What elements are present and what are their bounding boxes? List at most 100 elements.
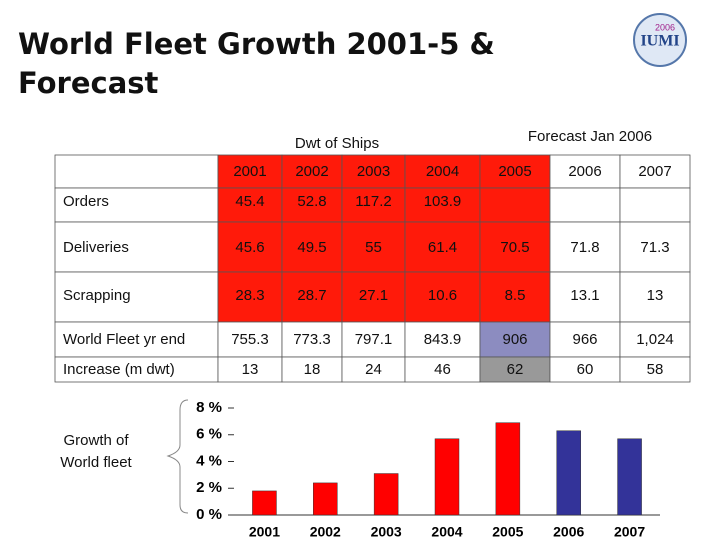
chart-label: World fleet: [60, 454, 132, 471]
row-label: World Fleet yr end: [63, 331, 185, 348]
row-label: Increase (m dwt): [63, 361, 175, 378]
table-cell: [479, 187, 551, 223]
table-value: 10.6: [428, 287, 457, 304]
table-value: 52.8: [297, 193, 326, 210]
table-cell: [404, 271, 481, 323]
table-value: 45.4: [235, 193, 264, 210]
table-cell: [217, 271, 283, 323]
table-cell: [54, 356, 219, 383]
logo-name: IUMI: [640, 33, 679, 50]
table-value: 46: [434, 361, 451, 378]
y-tick-label: 4 %: [196, 452, 222, 469]
table-cell: [619, 271, 691, 323]
table-cell: [549, 356, 621, 383]
table-cell: [404, 187, 481, 223]
table-value: 906: [502, 331, 527, 348]
table-value: 13: [647, 287, 664, 304]
x-tick-label: 2007: [614, 524, 645, 540]
table-cell: [281, 356, 343, 383]
table-value: 1,024: [636, 331, 674, 348]
y-tick-label: 6 %: [196, 426, 222, 443]
table-value: 797.1: [355, 331, 393, 348]
table-cell: [281, 221, 343, 273]
bar: [313, 482, 338, 516]
table-value: 773.3: [293, 331, 331, 348]
title-line: Forecast: [18, 66, 159, 100]
table-value: 71.8: [570, 239, 599, 256]
table-cell: [281, 321, 343, 358]
table-value: 755.3: [231, 331, 269, 348]
table-cell: [217, 321, 283, 358]
y-tick-label: 2 %: [196, 479, 222, 496]
table-cell: [549, 321, 621, 358]
column-header: 2004: [426, 163, 459, 180]
caption: Forecast Jan 2006: [528, 128, 652, 145]
table-cell: [54, 154, 219, 189]
logo-circle: [633, 13, 687, 67]
table-cell: [404, 356, 481, 383]
table-value: 28.7: [297, 287, 326, 304]
table-value: 28.3: [235, 287, 264, 304]
column-header: 2002: [295, 163, 328, 180]
chart-label: Growth of: [63, 432, 129, 449]
table-cell: [549, 221, 621, 273]
bar: [556, 430, 581, 516]
table-cell: [619, 154, 691, 189]
table-cell: [217, 154, 283, 189]
column-header: 2001: [233, 163, 266, 180]
table-cell: [217, 221, 283, 273]
bar: [495, 422, 521, 516]
table-value: 117.2: [355, 193, 391, 210]
table-cell: [54, 321, 219, 358]
x-tick-label: 2006: [553, 524, 584, 540]
table-cell: [217, 187, 283, 223]
row-label: Scrapping: [63, 287, 131, 304]
column-header: 2006: [568, 163, 601, 180]
table-value: 55: [365, 239, 382, 256]
table-cell: [341, 271, 406, 323]
brace: [166, 399, 189, 514]
column-header: 2007: [638, 163, 671, 180]
table-cell: [281, 154, 343, 189]
logo-year: 2006: [655, 22, 675, 32]
table-cell: [549, 187, 621, 223]
table-value: 27.1: [359, 287, 388, 304]
x-tick-label: 2001: [249, 524, 280, 540]
bar: [617, 438, 642, 516]
column-header: 2003: [357, 163, 390, 180]
table-cell: [341, 154, 406, 189]
bar: [434, 438, 460, 516]
y-tick-label: 0 %: [196, 506, 222, 523]
table-cell: [479, 271, 551, 323]
title-line: World Fleet Growth 2001-5 &: [18, 27, 495, 61]
table-cell: [341, 221, 406, 273]
table-cell: [619, 221, 691, 273]
table-value: 58: [647, 361, 664, 378]
bar: [373, 473, 399, 516]
table-value: 13: [242, 361, 259, 378]
table-cell: [404, 221, 481, 273]
table-value: 71.3: [640, 239, 669, 256]
table-cell: [54, 221, 219, 273]
x-tick-label: 2003: [371, 524, 402, 540]
table-value: 8.5: [505, 287, 526, 304]
table-value: 24: [365, 361, 382, 378]
caption: Dwt of Ships: [295, 135, 379, 152]
table-value: 70.5: [500, 239, 529, 256]
row-label: Deliveries: [63, 239, 129, 256]
x-tick-label: 2005: [492, 524, 523, 540]
table-cell: [281, 187, 343, 223]
table-cell: [479, 221, 551, 273]
x-tick-label: 2004: [431, 524, 462, 540]
table-value: 103.9: [424, 193, 462, 210]
table-value: 843.9: [424, 331, 462, 348]
table-value: 49.5: [297, 239, 326, 256]
table-cell: [54, 271, 219, 323]
table-cell: [54, 187, 219, 223]
column-header: 2005: [498, 163, 531, 180]
table-value: 966: [572, 331, 597, 348]
logo: 2006 IUMI: [633, 13, 687, 67]
table-value: 62: [507, 361, 524, 378]
table-value: 45.6: [235, 239, 264, 256]
